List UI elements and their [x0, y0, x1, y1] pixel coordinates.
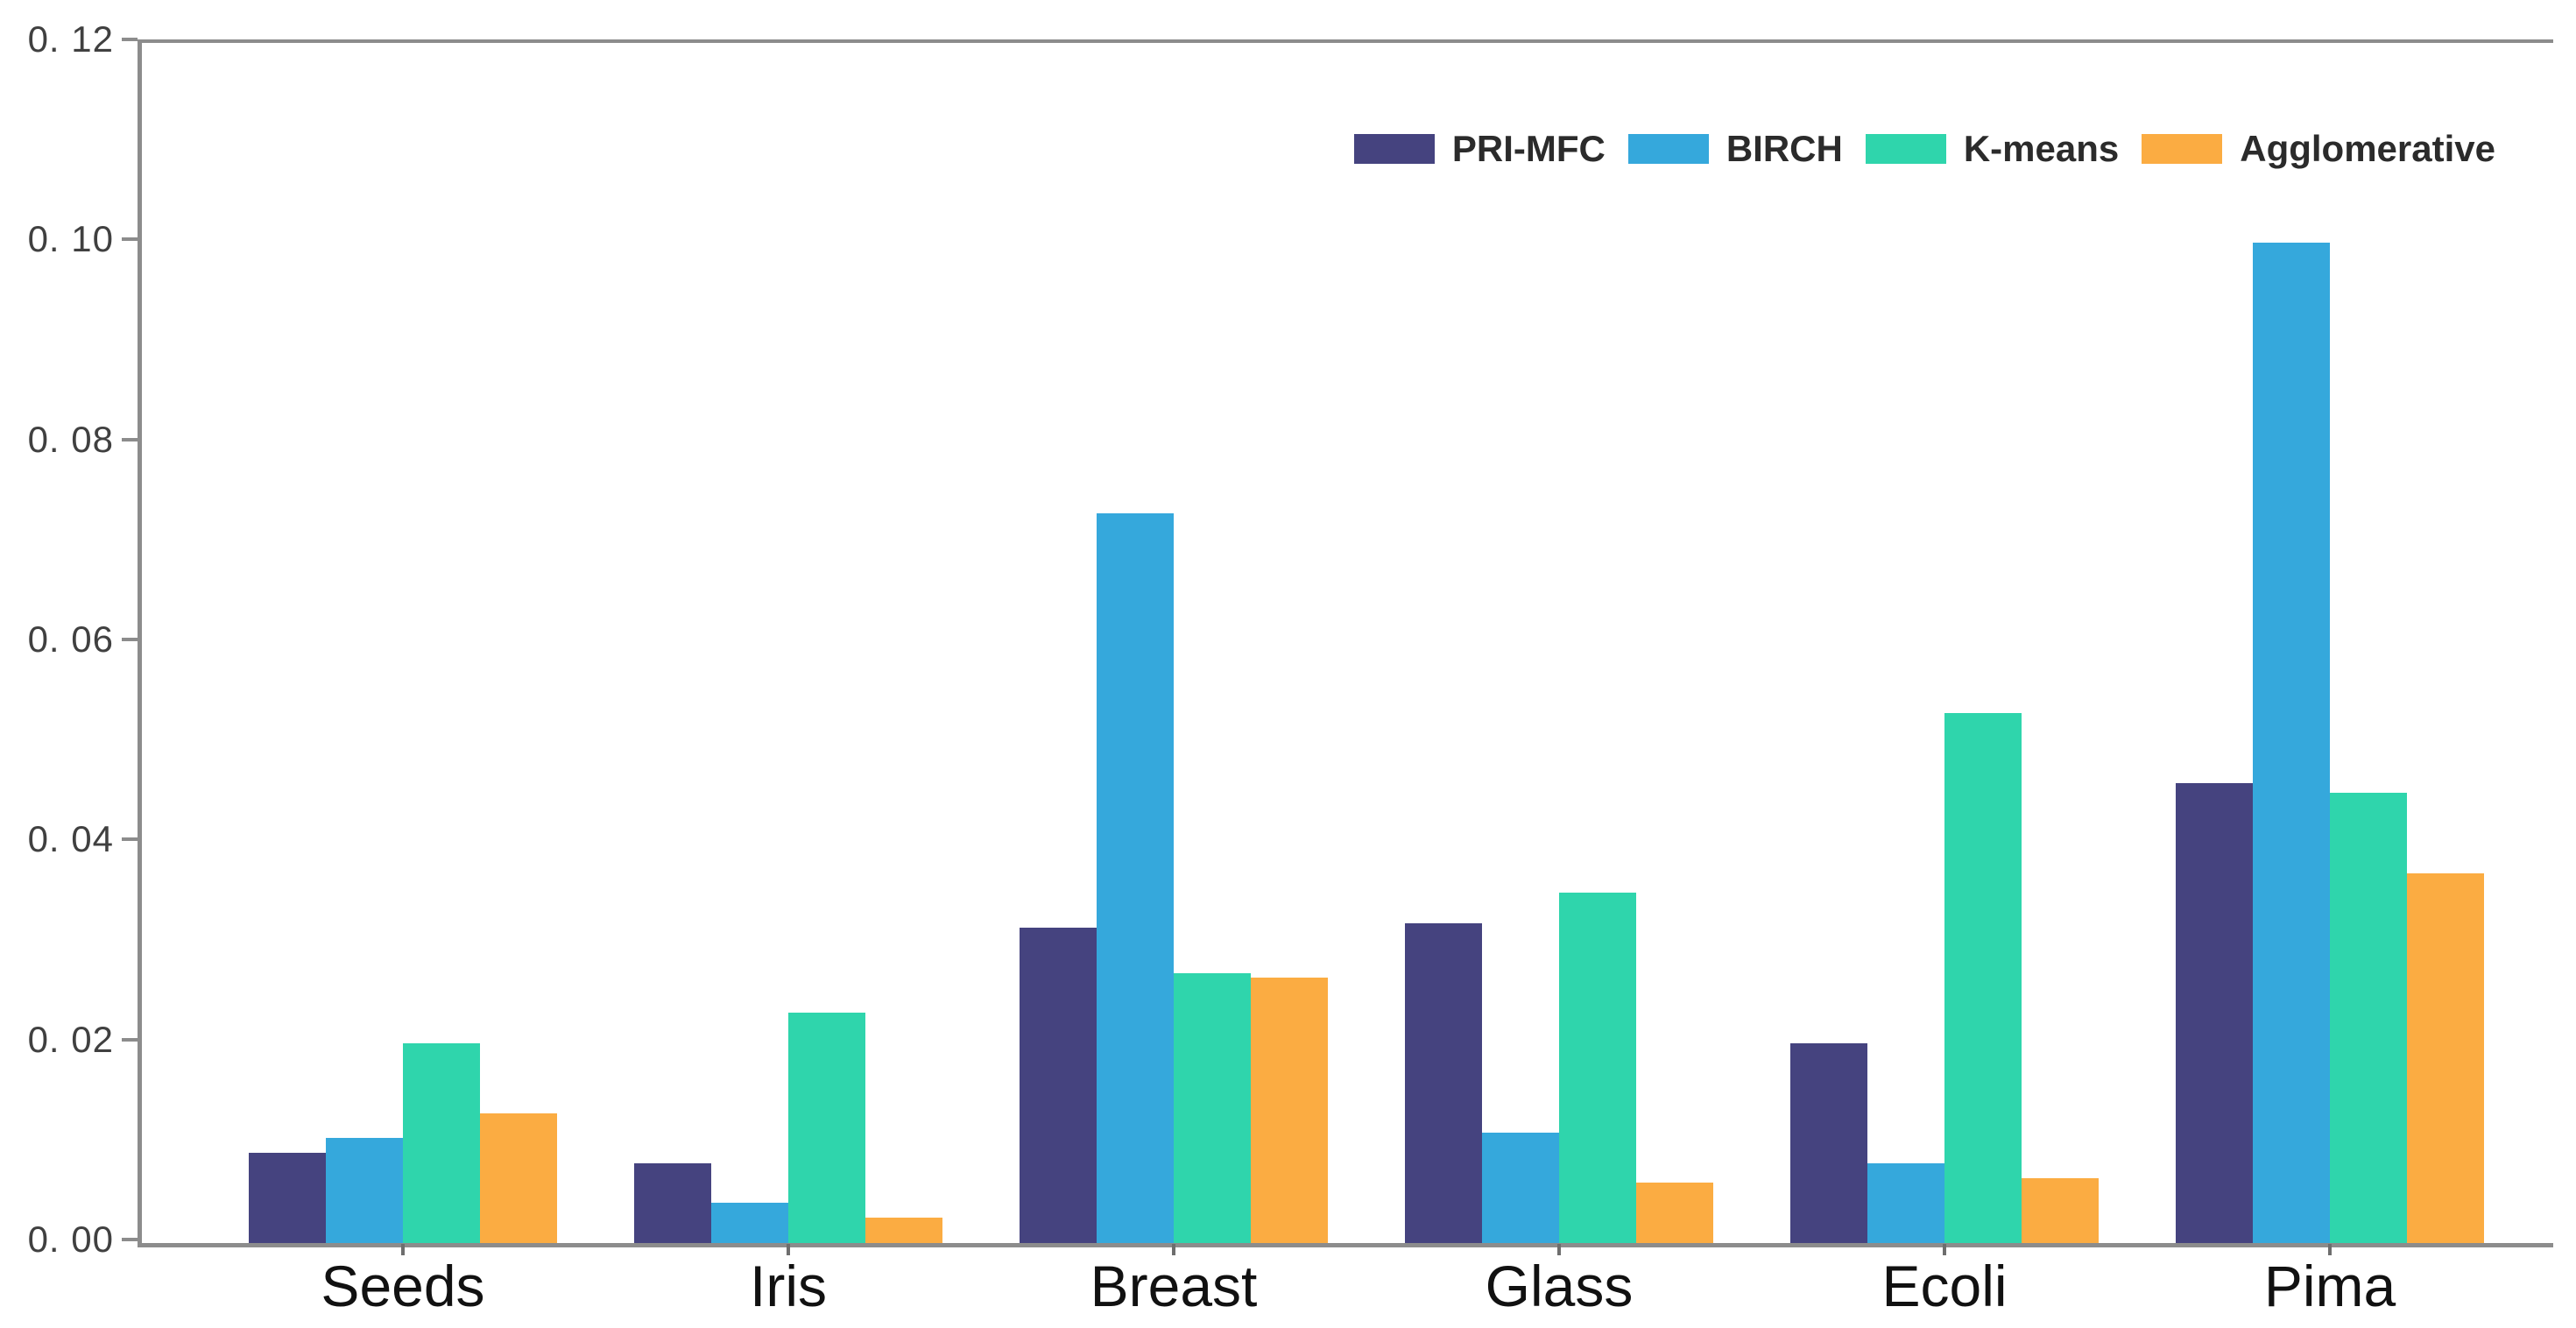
y-tick-mark [122, 638, 138, 641]
legend-swatch-pri-mfc [1353, 134, 1435, 164]
legend-label-k-means: K-means [1963, 128, 2120, 169]
y-tick-label-0.06: 0. 06 [27, 618, 114, 660]
bar-pri-mfc-glass [1405, 923, 1482, 1243]
legend-swatch-birch [1627, 134, 1709, 164]
legend-item-k-means: K-means [1865, 128, 2120, 169]
bar-k-means-ecoli [1944, 713, 2022, 1243]
x-tick-label-seeds: Seeds [321, 1254, 485, 1318]
y-tick-mark [122, 237, 138, 242]
bar-k-means-breast [1174, 973, 1251, 1243]
bar-k-means-pima [2330, 793, 2407, 1243]
y-tick-label-0.1: 0. 10 [27, 218, 114, 260]
legend-item-pri-mfc: PRI-MFC [1353, 128, 1606, 169]
bar-agglomerative-pima [2407, 873, 2484, 1243]
bar-agglomerative-breast [1251, 978, 1328, 1243]
bar-pri-mfc-breast [1020, 928, 1097, 1243]
x-tick-mark [1172, 1244, 1175, 1255]
y-tick-label-0.02: 0. 02 [27, 1018, 114, 1060]
bar-agglomerative-seeds [480, 1113, 557, 1243]
bar-pri-mfc-pima [2176, 783, 2253, 1243]
x-tick-mark [1943, 1244, 1946, 1255]
bar-agglomerative-iris [865, 1218, 942, 1243]
bar-k-means-iris [788, 1013, 865, 1243]
legend-label-agglomerative: Agglomerative [2240, 128, 2495, 169]
y-tick-mark [122, 38, 138, 41]
x-tick-label-iris: Iris [750, 1254, 827, 1318]
x-tick-mark [1557, 1244, 1561, 1255]
x-tick-mark [2328, 1244, 2332, 1255]
bar-k-means-seeds [403, 1043, 480, 1243]
x-tick-label-pima: Pima [2263, 1254, 2396, 1318]
y-tick-label-0.12: 0. 12 [27, 18, 114, 60]
y-tick-mark [122, 1238, 138, 1241]
y-tick-mark [122, 1037, 138, 1042]
x-tick-mark [401, 1244, 405, 1255]
legend-label-birch: BIRCH [1726, 128, 1843, 169]
legend-swatch-agglomerative [2142, 134, 2223, 164]
legend-swatch-k-means [1865, 134, 1946, 164]
bar-pri-mfc-ecoli [1790, 1043, 1867, 1243]
legend-item-agglomerative: Agglomerative [2142, 130, 2495, 168]
y-tick-mark [122, 837, 138, 842]
bar-birch-ecoli [1867, 1163, 1944, 1243]
legend-item-birch: BIRCH [1627, 128, 1843, 169]
y-tick-label-0.04: 0. 04 [27, 818, 114, 860]
bar-birch-seeds [326, 1138, 403, 1243]
y-tick-mark [122, 437, 138, 441]
bar-agglomerative-ecoli [2022, 1178, 2099, 1243]
bar-pri-mfc-seeds [249, 1153, 326, 1243]
y-tick-label-0.08: 0. 08 [27, 418, 114, 460]
x-tick-label-breast: Breast [1090, 1254, 1258, 1318]
bar-agglomerative-glass [1636, 1183, 1713, 1243]
plot-area [138, 39, 2553, 1247]
bar-birch-breast [1097, 513, 1174, 1243]
bar-birch-glass [1482, 1133, 1559, 1243]
bar-birch-iris [711, 1203, 788, 1243]
x-tick-label-ecoli: Ecoli [1881, 1254, 2008, 1318]
legend: PRI-MFC BIRCH K-means Agglomerative [1353, 128, 2495, 169]
legend-label-pri-mfc: PRI-MFC [1451, 128, 1606, 169]
bar-pri-mfc-iris [634, 1163, 711, 1243]
bar-k-means-glass [1559, 893, 1636, 1243]
y-tick-label-0: 0. 00 [27, 1219, 114, 1260]
bar-birch-pima [2253, 243, 2330, 1243]
x-tick-label-glass: Glass [1485, 1254, 1634, 1318]
x-tick-mark [787, 1244, 790, 1255]
